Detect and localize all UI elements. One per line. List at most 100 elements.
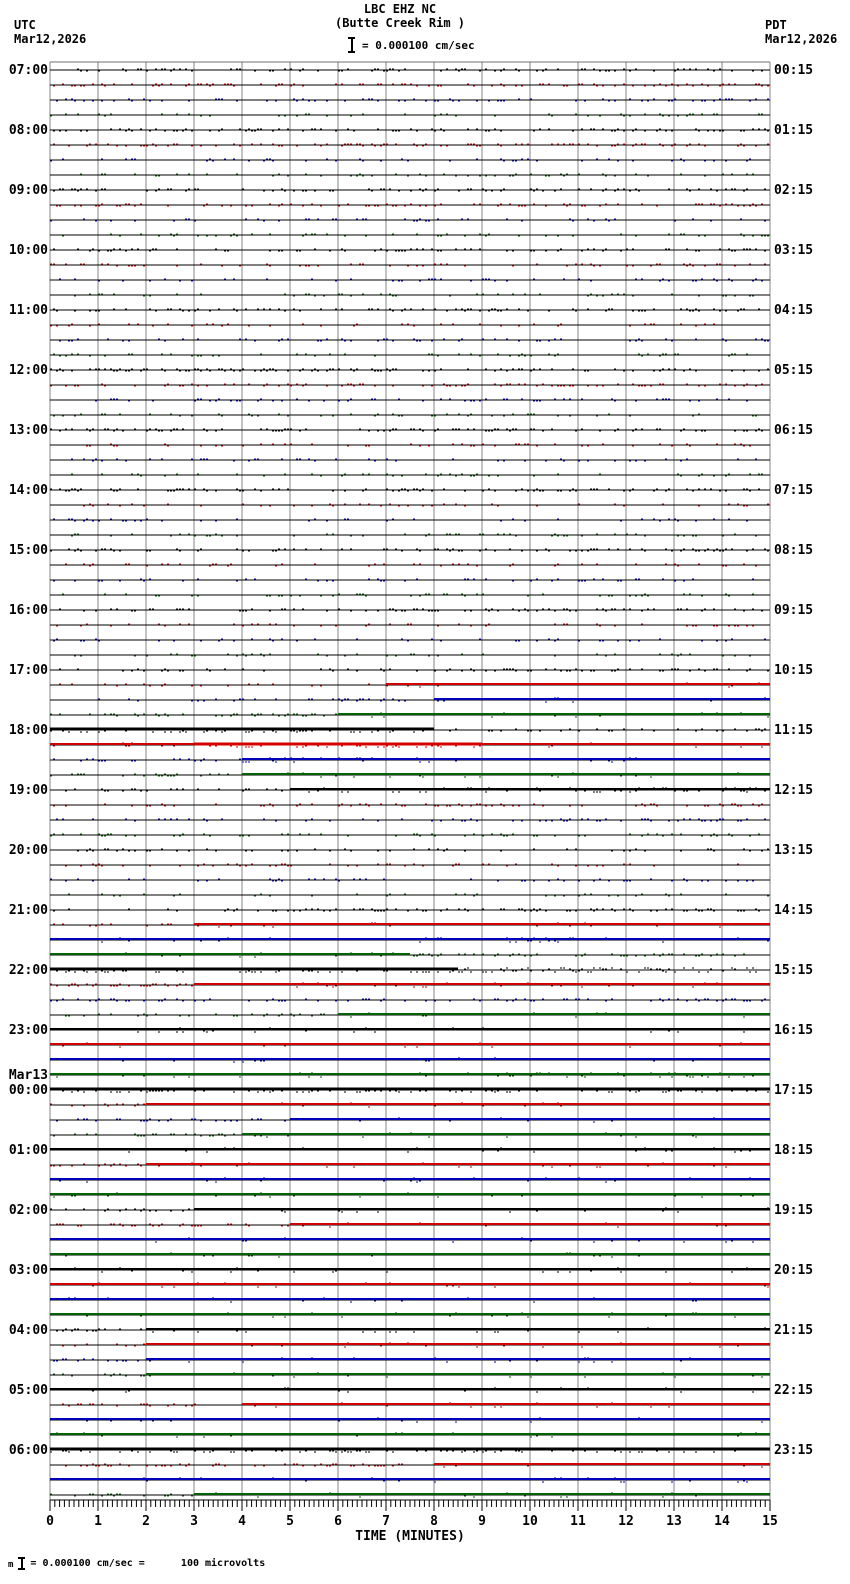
- utc-hour-label: 19:00: [9, 783, 48, 798]
- trace-20:00-red: [50, 863, 770, 867]
- x-axis-tick-label: 12: [618, 1514, 634, 1529]
- left-timezone-label: UTC: [14, 18, 36, 32]
- trace-05:00-blue: [50, 1417, 770, 1423]
- trace-10:00-green: [50, 293, 770, 297]
- pdt-hour-label: 18:15: [774, 1143, 813, 1158]
- footer-squiggle-glyph: m: [8, 1560, 14, 1570]
- trace-07:00-blue: [50, 98, 770, 102]
- x-axis-tick-label: 2: [142, 1514, 150, 1529]
- pdt-hour-label: 15:15: [774, 963, 813, 978]
- x-axis-tick-label: 10: [522, 1514, 538, 1529]
- trace-18:00-green: [50, 772, 770, 778]
- pdt-hour-label: 22:15: [774, 1383, 813, 1398]
- utc-hour-label: 18:00: [9, 723, 48, 738]
- x-axis-tick-label: 0: [46, 1514, 54, 1529]
- utc-hour-label: 00:00: [9, 1083, 48, 1098]
- trace-00:00-black: [50, 1087, 770, 1093]
- trace-16:00-black: [50, 608, 770, 612]
- utc-hour-label: 14:00: [9, 483, 48, 498]
- trace-13:00-red: [50, 443, 770, 447]
- utc-hour-label: 21:00: [9, 903, 48, 918]
- trace-15:00-blue: [50, 578, 770, 582]
- trace-08:00-blue: [50, 158, 770, 162]
- utc-hour-label: 03:00: [9, 1263, 48, 1278]
- footer-ibeam-icon: [17, 1557, 27, 1570]
- trace-18:00-blue: [50, 757, 770, 763]
- trace-16:00-green: [50, 653, 770, 657]
- pdt-hour-label: 13:15: [774, 843, 813, 858]
- trace-12:00-blue: [50, 398, 770, 402]
- trace-20:00-blue: [50, 878, 770, 882]
- trace-19:00-black: [50, 787, 770, 793]
- pdt-hour-label: 11:15: [774, 723, 813, 738]
- trace-14:00-green: [50, 533, 770, 537]
- pdt-hour-label: 08:15: [774, 543, 813, 558]
- trace-10:00-black: [50, 248, 770, 252]
- x-axis-tick-label: 14: [714, 1514, 730, 1529]
- trace-22:00-blue: [50, 998, 770, 1002]
- pdt-hour-label: 05:15: [774, 363, 813, 378]
- trace-00:00-green: [50, 1132, 770, 1138]
- pdt-hour-label: 21:15: [774, 1323, 813, 1338]
- pdt-hour-label: 12:15: [774, 783, 813, 798]
- x-axis-tick-label: 13: [666, 1514, 682, 1529]
- trace-08:00-black: [50, 128, 770, 132]
- scale-ibeam-icon: [347, 37, 356, 53]
- utc-hour-label: 04:00: [9, 1323, 48, 1338]
- utc-hour-label: 17:00: [9, 663, 48, 678]
- x-axis-tick-label: 6: [334, 1514, 342, 1529]
- trace-08:00-green: [50, 173, 770, 177]
- x-axis-tick-label: 4: [238, 1514, 246, 1529]
- utc-hour-label: 22:00: [9, 963, 48, 978]
- station-title: LBC EHZ NC: [363, 2, 437, 16]
- trace-04:00-black: [50, 1327, 770, 1333]
- utc-hour-label: 07:00: [9, 63, 48, 78]
- trace-12:00-red: [50, 383, 770, 387]
- trace-03:00-red: [50, 1282, 770, 1288]
- trace-05:00-black: [50, 1387, 770, 1393]
- trace-14:00-red: [50, 503, 770, 507]
- scale-label: = 0.000100 cm/sec: [362, 38, 475, 52]
- left-date-label: Mar12,2026: [14, 32, 87, 46]
- right-date-label: Mar12,2026: [765, 32, 838, 46]
- utc-hour-label: 05:00: [9, 1383, 48, 1398]
- trace-15:00-red: [50, 563, 770, 567]
- x-axis-ticks: [49, 1500, 771, 1511]
- pdt-hour-label: 03:15: [774, 243, 813, 258]
- trace-07:00-green: [50, 113, 770, 117]
- trace-21:00-blue: [50, 937, 770, 943]
- x-axis-tick-label: 11: [570, 1514, 586, 1529]
- trace-19:00-blue: [50, 818, 770, 822]
- trace-10:00-blue: [50, 278, 770, 282]
- pdt-hour-label: 14:15: [774, 903, 813, 918]
- trace-18:00-red: [50, 742, 770, 748]
- pdt-hour-label: 01:15: [774, 123, 813, 138]
- x-axis-tick-label: 15: [762, 1514, 778, 1529]
- utc-hour-label: 08:00: [9, 123, 48, 138]
- trace-11:00-blue: [50, 338, 770, 342]
- trace-23:00-red: [50, 1042, 770, 1048]
- trace-05:00-green: [50, 1432, 770, 1438]
- pdt-hour-label: 04:15: [774, 303, 813, 318]
- trace-22:00-red: [50, 982, 770, 988]
- x-axis-tick-label: 9: [478, 1514, 486, 1529]
- trace-20:00-black: [50, 848, 770, 852]
- trace-13:00-black: [50, 428, 770, 432]
- trace-17:00-black: [50, 668, 770, 672]
- pdt-hour-label: 20:15: [774, 1263, 813, 1278]
- trace-17:00-red: [50, 682, 770, 688]
- trace-13:00-blue: [50, 458, 770, 462]
- station-location: (Butte Creek Rim ): [334, 16, 466, 30]
- right-timezone-label: PDT: [765, 18, 787, 32]
- trace-01:00-blue: [50, 1177, 770, 1183]
- trace-03:00-green: [50, 1312, 770, 1318]
- footer-scale-note: m = 0.000100 cm/sec = 100 microvolts: [8, 1557, 265, 1570]
- trace-03:00-blue: [50, 1297, 770, 1303]
- utc-hour-label: 10:00: [9, 243, 48, 258]
- trace-06:00-red: [50, 1463, 770, 1468]
- trace-21:00-black: [50, 908, 770, 912]
- trace-06:00-blue: [50, 1477, 770, 1483]
- amplitude-scale-line: = 0.000100 cm/sec: [347, 37, 475, 53]
- trace-16:00-blue: [50, 638, 770, 642]
